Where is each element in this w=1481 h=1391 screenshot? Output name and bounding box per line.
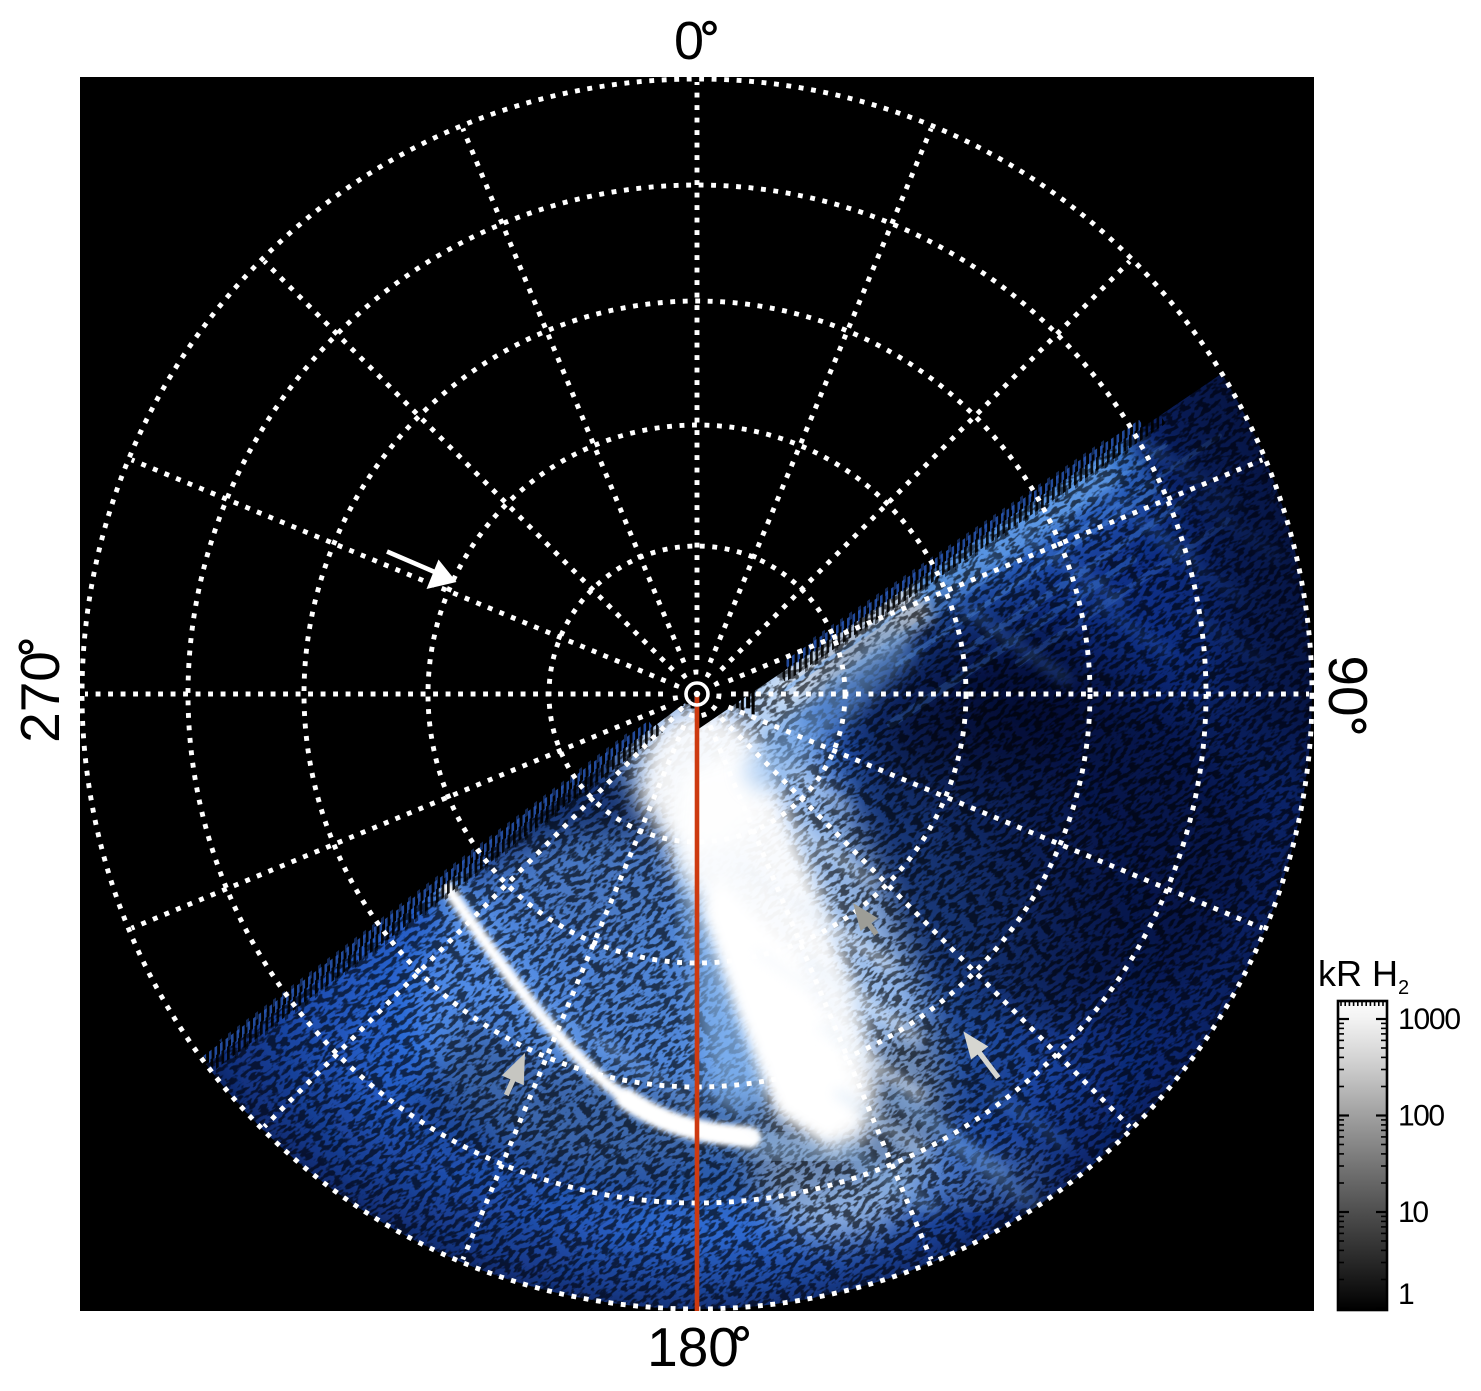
svg-text:1000: 1000 [1398,1003,1461,1036]
svg-text:270: 270 [9,651,71,743]
svg-text:10: 10 [1398,1196,1429,1229]
svg-text:1: 1 [1398,1278,1415,1311]
svg-text:100: 100 [1398,1100,1445,1133]
svg-text:90: 90 [1317,655,1379,716]
svg-text:0: 0 [674,11,704,71]
svg-text:180: 180 [647,1316,739,1378]
svg-text:kR H2: kR H2 [1318,953,1409,999]
